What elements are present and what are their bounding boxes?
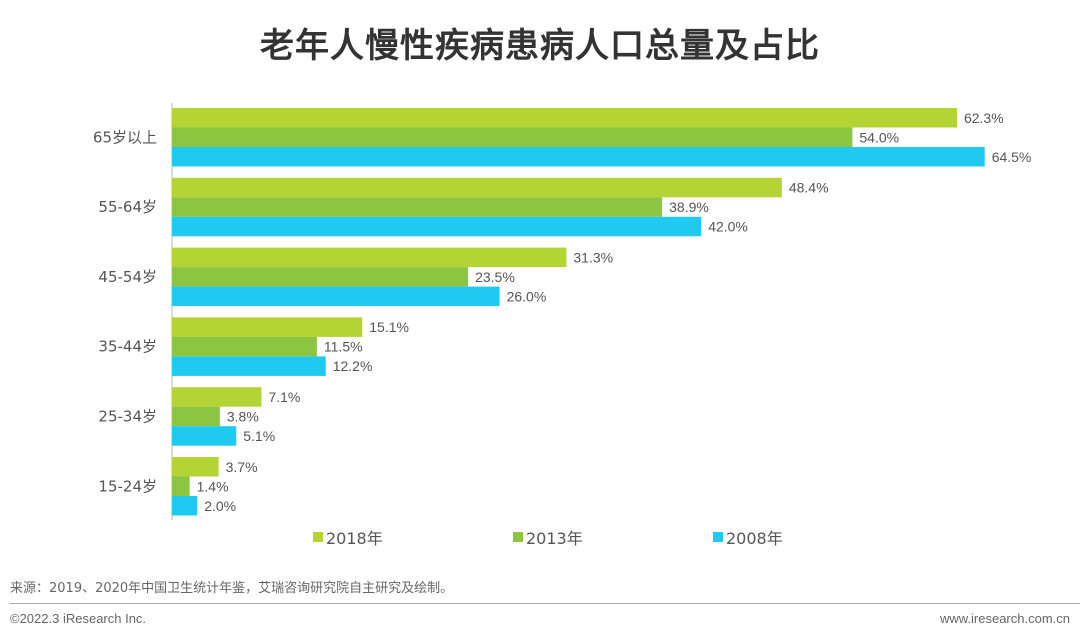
bar-2013: [172, 476, 190, 496]
bar-2018: [172, 457, 219, 477]
bar-2013: [172, 406, 220, 427]
footer-divider: [10, 603, 1080, 604]
category-label: 65岁以上: [93, 128, 157, 146]
bar-2008: [172, 286, 500, 307]
bar-2008: [172, 356, 326, 376]
bar-2013: [172, 267, 469, 287]
bar-2018: [172, 177, 782, 198]
data-label: 38.9%: [669, 199, 709, 215]
data-label: 1.4%: [197, 478, 229, 494]
data-label: 5.1%: [243, 428, 275, 444]
data-label: 42.0%: [708, 219, 748, 235]
data-label: 3.7%: [226, 459, 258, 475]
bar-2013: [172, 197, 663, 217]
legend-label: 2008年: [726, 529, 783, 548]
legend-swatch: [713, 532, 723, 542]
bar-2008: [172, 496, 198, 516]
data-label: 11.5%: [324, 339, 363, 355]
category-label: 25-34岁: [98, 407, 157, 425]
legend-label: 2018年: [326, 529, 383, 548]
bar-2008: [172, 216, 702, 237]
legend-label: 2013年: [526, 529, 583, 548]
source-note: 来源：2019、2020年中国卫生统计年鉴，艾瑞咨询研究院自主研究及绘制。: [10, 581, 454, 596]
bar-2018: [172, 387, 262, 407]
bar-2018: [172, 317, 363, 337]
chart-title: 老年人慢性疾病患病人口总量及占比: [260, 26, 820, 66]
category-label: 55-64岁: [98, 198, 157, 216]
data-label: 7.1%: [268, 389, 300, 405]
legend-swatch: [313, 532, 323, 542]
data-label: 23.5%: [475, 269, 515, 285]
data-label: 54.0%: [859, 129, 899, 145]
category-label: 45-54岁: [98, 268, 157, 286]
category-label: 15-24岁: [98, 477, 157, 495]
bar-2008: [172, 147, 985, 167]
bar-chart: 65岁以上 62.3% 54.0% 64.5% 55-64岁 48.4% 38.9% 42.0…: [93, 103, 1032, 548]
bar-2018: [172, 108, 957, 128]
bar-2018: [172, 247, 567, 268]
data-label: 2.0%: [204, 498, 236, 514]
data-label: 15.1%: [369, 319, 409, 335]
website-link[interactable]: www.iresearch.com.cn: [939, 611, 1070, 626]
data-label: 31.3%: [573, 249, 613, 265]
data-label: 26.0%: [507, 288, 547, 304]
data-label: 64.5%: [992, 149, 1032, 165]
data-label: 12.2%: [333, 358, 373, 374]
copyright: ©2022.3 iResearch Inc.: [10, 611, 147, 626]
legend-swatch: [513, 532, 523, 542]
category-label: 35-44岁: [98, 338, 157, 356]
bar-2013: [172, 336, 317, 357]
bar-2013: [172, 127, 853, 147]
bar-2008: [172, 426, 237, 446]
data-label: 3.8%: [227, 408, 259, 424]
data-label: 62.3%: [964, 110, 1004, 126]
data-label: 48.4%: [789, 180, 829, 196]
